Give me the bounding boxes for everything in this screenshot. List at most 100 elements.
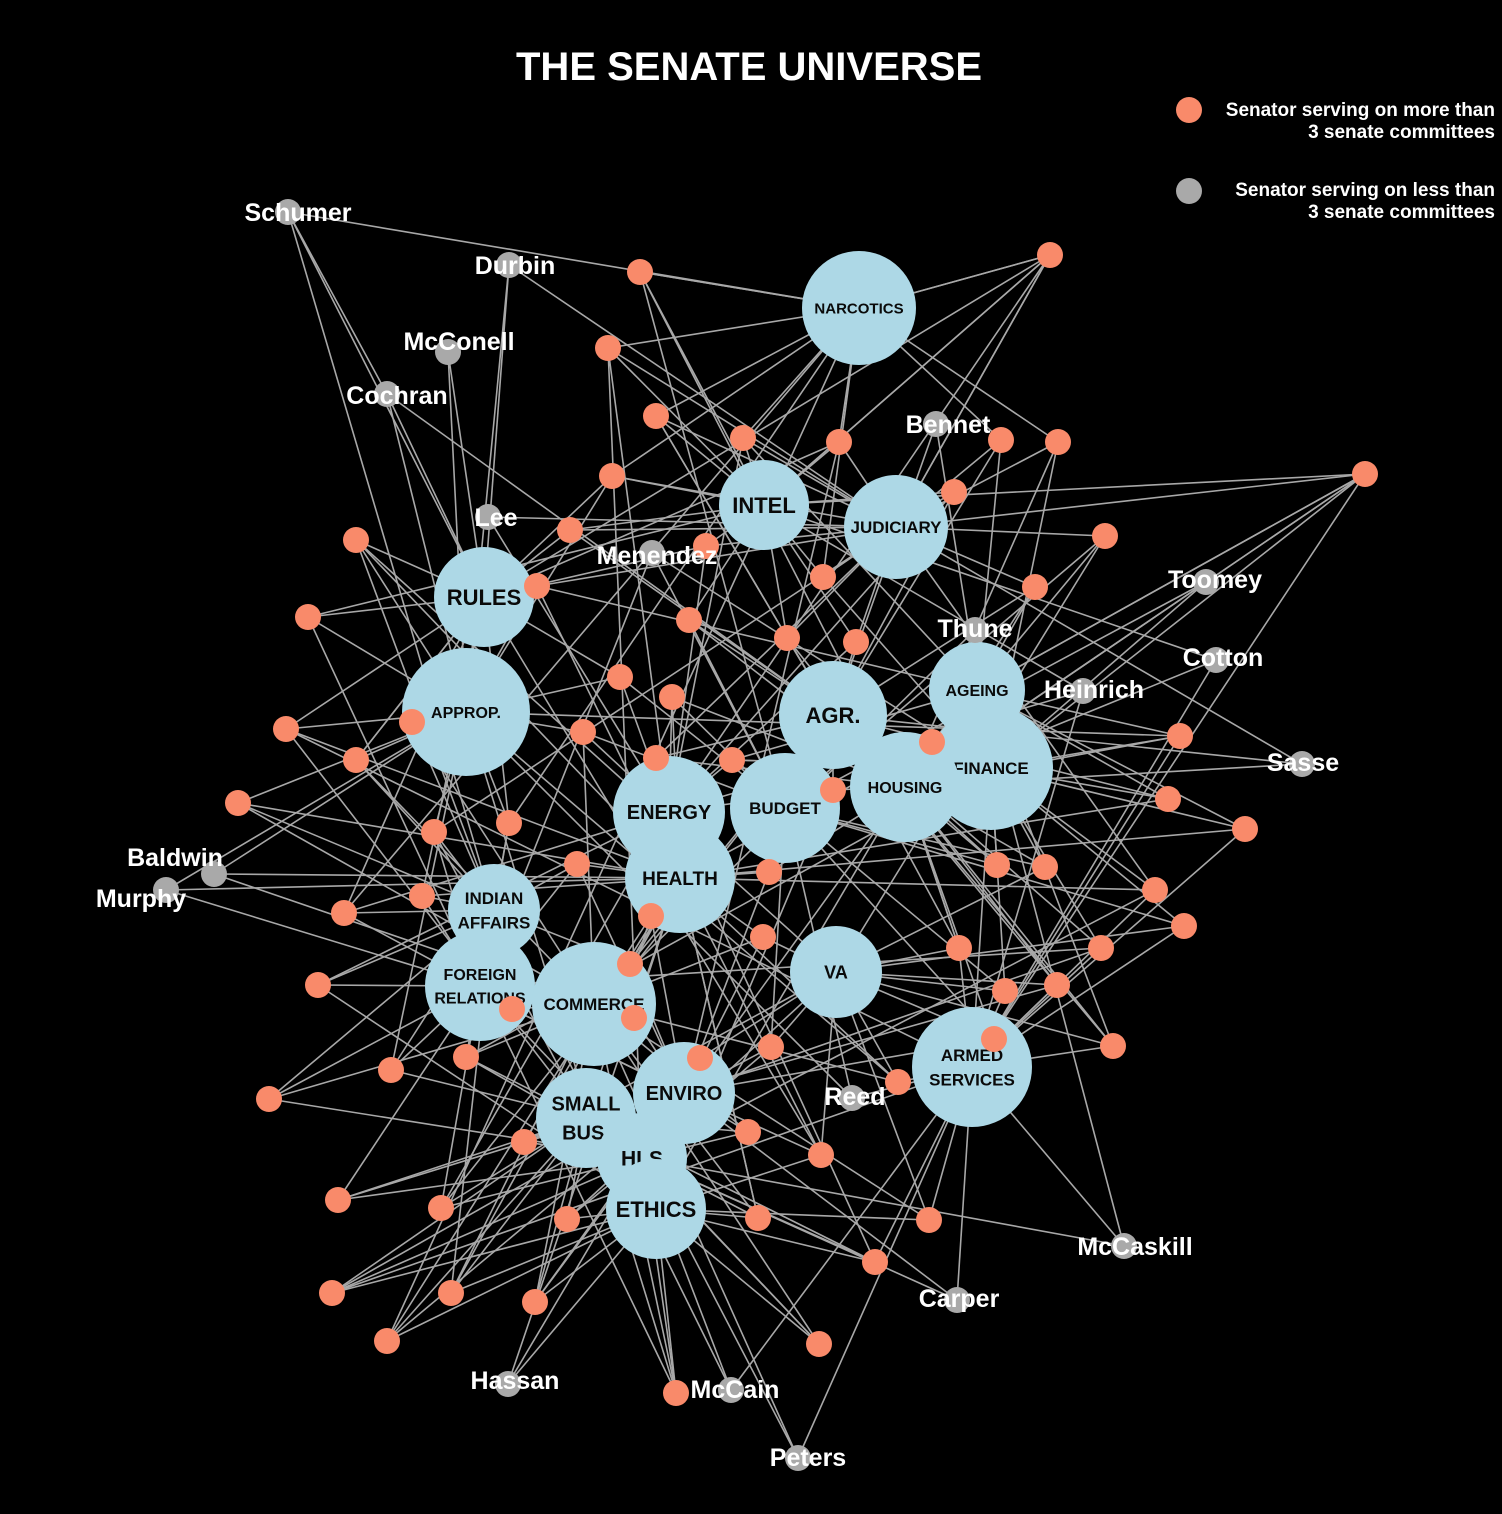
senator-node-toomey[interactable] [1193, 569, 1219, 595]
senator-node-lee[interactable] [475, 504, 501, 530]
senator-node-multi-committee[interactable] [524, 573, 550, 599]
senator-node-schumer[interactable] [275, 199, 301, 225]
senator-node-multi-committee[interactable] [1044, 972, 1070, 998]
senator-node-multi-committee[interactable] [570, 719, 596, 745]
senator-node-mccain[interactable] [718, 1377, 744, 1403]
senator-node-carper[interactable] [944, 1287, 970, 1313]
senator-node-cotton[interactable] [1203, 647, 1229, 673]
senator-node-multi-committee[interactable] [522, 1289, 548, 1315]
senator-node-multi-committee[interactable] [273, 716, 299, 742]
senator-node-multi-committee[interactable] [595, 335, 621, 361]
senator-node-multi-committee[interactable] [693, 533, 719, 559]
senator-node-multi-committee[interactable] [719, 747, 745, 773]
senator-node-multi-committee[interactable] [1171, 913, 1197, 939]
committee-node-va[interactable]: VA [790, 926, 882, 1018]
senator-node-multi-committee[interactable] [1088, 935, 1114, 961]
committee-node-intel[interactable]: INTEL [719, 460, 809, 550]
senator-node-multi-committee[interactable] [992, 978, 1018, 1004]
senator-node-multi-committee[interactable] [421, 819, 447, 845]
committee-node-armed[interactable]: ARMED SERVICES [912, 1007, 1032, 1127]
senator-node-multi-committee[interactable] [325, 1187, 351, 1213]
senator-node-multi-committee[interactable] [774, 625, 800, 651]
senator-node-sasse[interactable] [1289, 751, 1315, 777]
senator-node-multi-committee[interactable] [643, 403, 669, 429]
committee-node-rules[interactable]: RULES [434, 547, 534, 647]
senator-node-multi-committee[interactable] [1022, 574, 1048, 600]
senator-node-multi-committee[interactable] [750, 924, 776, 950]
senator-node-menendez[interactable] [639, 540, 665, 566]
senator-node-multi-committee[interactable] [663, 1380, 689, 1406]
senator-node-bennet[interactable] [923, 411, 949, 437]
senator-node-multi-committee[interactable] [1155, 786, 1181, 812]
senator-node-multi-committee[interactable] [378, 1057, 404, 1083]
senator-node-multi-committee[interactable] [843, 629, 869, 655]
senator-node-multi-committee[interactable] [730, 425, 756, 451]
senator-node-multi-committee[interactable] [496, 810, 522, 836]
committee-node-fin[interactable]: FINANCE [929, 706, 1053, 830]
senator-node-multi-committee[interactable] [256, 1086, 282, 1112]
senator-node-multi-committee[interactable] [941, 479, 967, 505]
senator-node-multi-committee[interactable] [919, 729, 945, 755]
senator-node-mcconell[interactable] [435, 339, 461, 365]
senator-node-multi-committee[interactable] [627, 259, 653, 285]
senator-node-multi-committee[interactable] [374, 1328, 400, 1354]
senator-node-multi-committee[interactable] [607, 664, 633, 690]
senator-node-multi-committee[interactable] [428, 1195, 454, 1221]
senator-node-multi-committee[interactable] [319, 1280, 345, 1306]
senator-node-multi-committee[interactable] [988, 427, 1014, 453]
senator-node-multi-committee[interactable] [554, 1206, 580, 1232]
senator-node-multi-committee[interactable] [1167, 723, 1193, 749]
senator-node-multi-committee[interactable] [1100, 1033, 1126, 1059]
senator-node-multi-committee[interactable] [756, 859, 782, 885]
senator-node-multi-committee[interactable] [806, 1331, 832, 1357]
senator-node-multi-committee[interactable] [599, 463, 625, 489]
senator-node-multi-committee[interactable] [820, 777, 846, 803]
senator-node-multi-committee[interactable] [621, 1005, 647, 1031]
senator-node-mccaskill[interactable] [1111, 1233, 1137, 1259]
senator-node-multi-committee[interactable] [399, 709, 425, 735]
senator-node-multi-committee[interactable] [1032, 854, 1058, 880]
senator-node-multi-committee[interactable] [453, 1044, 479, 1070]
senator-node-reed[interactable] [839, 1085, 865, 1111]
senator-node-multi-committee[interactable] [946, 935, 972, 961]
senator-node-multi-committee[interactable] [826, 429, 852, 455]
senator-node-multi-committee[interactable] [676, 607, 702, 633]
senator-node-multi-committee[interactable] [862, 1249, 888, 1275]
senator-node-multi-committee[interactable] [409, 883, 435, 909]
senator-node-multi-committee[interactable] [1037, 242, 1063, 268]
senator-node-multi-committee[interactable] [225, 790, 251, 816]
senator-node-multi-committee[interactable] [1142, 877, 1168, 903]
senator-node-multi-committee[interactable] [981, 1026, 1007, 1052]
senator-node-multi-committee[interactable] [808, 1142, 834, 1168]
committee-node-approp[interactable]: APPROP. [402, 648, 530, 776]
committee-node-housing[interactable]: HOUSING [850, 732, 960, 842]
senator-node-multi-committee[interactable] [916, 1207, 942, 1233]
senator-node-multi-committee[interactable] [745, 1205, 771, 1231]
senator-node-multi-committee[interactable] [617, 951, 643, 977]
senator-node-cochran[interactable] [374, 381, 400, 407]
senator-node-durbin[interactable] [496, 252, 522, 278]
senator-node-peters[interactable] [785, 1445, 811, 1471]
committee-node-agr[interactable]: AGR. [779, 661, 887, 769]
senator-node-multi-committee[interactable] [331, 900, 357, 926]
senator-node-multi-committee[interactable] [305, 972, 331, 998]
senator-node-multi-committee[interactable] [1352, 461, 1378, 487]
committee-node-jud[interactable]: JUDICIARY [844, 475, 948, 579]
senator-node-multi-committee[interactable] [295, 604, 321, 630]
senator-node-multi-committee[interactable] [885, 1069, 911, 1095]
committee-node-ethics[interactable]: ETHICS [606, 1159, 706, 1259]
senator-node-multi-committee[interactable] [984, 852, 1010, 878]
senator-node-multi-committee[interactable] [438, 1280, 464, 1306]
senator-node-multi-committee[interactable] [687, 1045, 713, 1071]
senator-node-multi-committee[interactable] [1045, 429, 1071, 455]
senator-node-multi-committee[interactable] [1232, 816, 1258, 842]
senator-node-multi-committee[interactable] [1092, 523, 1118, 549]
senator-node-hassan[interactable] [495, 1371, 521, 1397]
senator-node-multi-committee[interactable] [810, 564, 836, 590]
senator-node-multi-committee[interactable] [499, 996, 525, 1022]
senator-node-multi-committee[interactable] [343, 527, 369, 553]
senator-node-multi-committee[interactable] [564, 851, 590, 877]
senator-node-multi-committee[interactable] [735, 1119, 761, 1145]
committee-node-budget[interactable]: BUDGET [730, 753, 840, 863]
